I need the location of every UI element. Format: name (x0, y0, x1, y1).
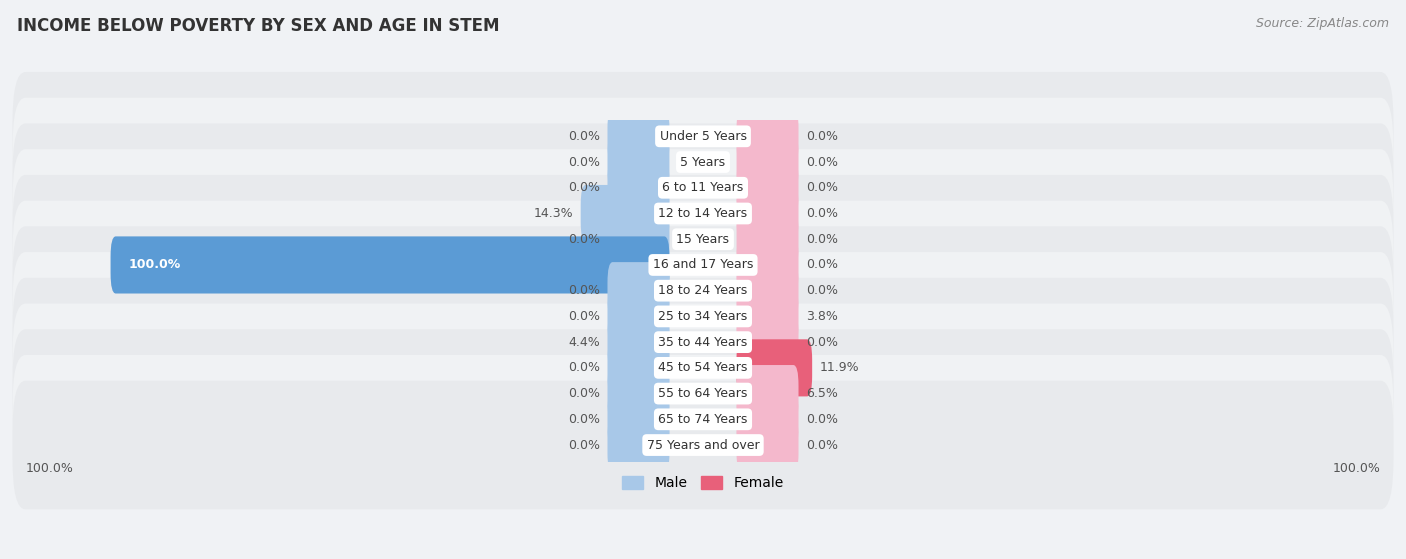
FancyBboxPatch shape (737, 365, 799, 422)
Text: 11.9%: 11.9% (820, 361, 859, 375)
Text: Under 5 Years: Under 5 Years (659, 130, 747, 143)
Text: 100.0%: 100.0% (128, 258, 181, 272)
FancyBboxPatch shape (607, 391, 669, 448)
Text: 0.0%: 0.0% (568, 130, 600, 143)
Text: 0.0%: 0.0% (568, 387, 600, 400)
FancyBboxPatch shape (607, 211, 669, 268)
Legend: Male, Female: Male, Female (617, 471, 789, 496)
Text: 0.0%: 0.0% (806, 181, 838, 195)
Text: 16 and 17 Years: 16 and 17 Years (652, 258, 754, 272)
FancyBboxPatch shape (13, 252, 1393, 381)
FancyBboxPatch shape (111, 236, 669, 293)
Text: 15 Years: 15 Years (676, 233, 730, 246)
Text: 0.0%: 0.0% (806, 207, 838, 220)
FancyBboxPatch shape (607, 365, 669, 422)
Text: 3.8%: 3.8% (806, 310, 838, 323)
FancyBboxPatch shape (13, 381, 1393, 509)
FancyBboxPatch shape (607, 314, 669, 371)
FancyBboxPatch shape (13, 201, 1393, 329)
Text: 25 to 34 Years: 25 to 34 Years (658, 310, 748, 323)
FancyBboxPatch shape (607, 108, 669, 165)
Text: 18 to 24 Years: 18 to 24 Years (658, 284, 748, 297)
FancyBboxPatch shape (737, 391, 799, 448)
Text: 0.0%: 0.0% (806, 258, 838, 272)
FancyBboxPatch shape (13, 304, 1393, 432)
Text: 75 Years and over: 75 Years and over (647, 439, 759, 452)
Text: 0.0%: 0.0% (568, 361, 600, 375)
Text: 0.0%: 0.0% (568, 181, 600, 195)
Text: 0.0%: 0.0% (568, 155, 600, 169)
FancyBboxPatch shape (13, 72, 1393, 201)
FancyBboxPatch shape (737, 262, 799, 319)
Text: 0.0%: 0.0% (806, 439, 838, 452)
Text: 0.0%: 0.0% (568, 310, 600, 323)
Text: 12 to 14 Years: 12 to 14 Years (658, 207, 748, 220)
Text: 45 to 54 Years: 45 to 54 Years (658, 361, 748, 375)
Text: 6 to 11 Years: 6 to 11 Years (662, 181, 744, 195)
FancyBboxPatch shape (607, 159, 669, 216)
FancyBboxPatch shape (13, 175, 1393, 304)
FancyBboxPatch shape (607, 134, 669, 191)
Text: 6.5%: 6.5% (806, 387, 838, 400)
FancyBboxPatch shape (13, 98, 1393, 226)
FancyBboxPatch shape (13, 355, 1393, 484)
FancyBboxPatch shape (607, 339, 669, 396)
Text: 100.0%: 100.0% (1333, 462, 1381, 475)
FancyBboxPatch shape (607, 416, 669, 473)
Text: 4.4%: 4.4% (568, 335, 600, 349)
FancyBboxPatch shape (607, 262, 669, 319)
Text: 0.0%: 0.0% (568, 413, 600, 426)
Text: 0.0%: 0.0% (568, 439, 600, 452)
FancyBboxPatch shape (737, 339, 813, 396)
FancyBboxPatch shape (737, 288, 799, 345)
FancyBboxPatch shape (737, 211, 799, 268)
FancyBboxPatch shape (607, 288, 669, 345)
Text: 55 to 64 Years: 55 to 64 Years (658, 387, 748, 400)
Text: 0.0%: 0.0% (568, 284, 600, 297)
Text: 35 to 44 Years: 35 to 44 Years (658, 335, 748, 349)
Text: INCOME BELOW POVERTY BY SEX AND AGE IN STEM: INCOME BELOW POVERTY BY SEX AND AGE IN S… (17, 17, 499, 35)
Text: 0.0%: 0.0% (806, 130, 838, 143)
FancyBboxPatch shape (737, 185, 799, 242)
Text: 5 Years: 5 Years (681, 155, 725, 169)
FancyBboxPatch shape (13, 149, 1393, 278)
Text: 0.0%: 0.0% (568, 233, 600, 246)
FancyBboxPatch shape (737, 416, 799, 473)
FancyBboxPatch shape (737, 134, 799, 191)
Text: 100.0%: 100.0% (25, 462, 73, 475)
Text: 65 to 74 Years: 65 to 74 Years (658, 413, 748, 426)
Text: 0.0%: 0.0% (806, 233, 838, 246)
Text: 14.3%: 14.3% (533, 207, 572, 220)
Text: Source: ZipAtlas.com: Source: ZipAtlas.com (1256, 17, 1389, 30)
Text: 0.0%: 0.0% (806, 413, 838, 426)
FancyBboxPatch shape (13, 329, 1393, 458)
FancyBboxPatch shape (737, 314, 799, 371)
FancyBboxPatch shape (13, 124, 1393, 252)
FancyBboxPatch shape (737, 159, 799, 216)
FancyBboxPatch shape (737, 236, 799, 293)
Text: 0.0%: 0.0% (806, 335, 838, 349)
Text: 0.0%: 0.0% (806, 155, 838, 169)
Text: 0.0%: 0.0% (806, 284, 838, 297)
FancyBboxPatch shape (737, 108, 799, 165)
FancyBboxPatch shape (13, 226, 1393, 355)
FancyBboxPatch shape (581, 185, 669, 242)
FancyBboxPatch shape (13, 278, 1393, 406)
